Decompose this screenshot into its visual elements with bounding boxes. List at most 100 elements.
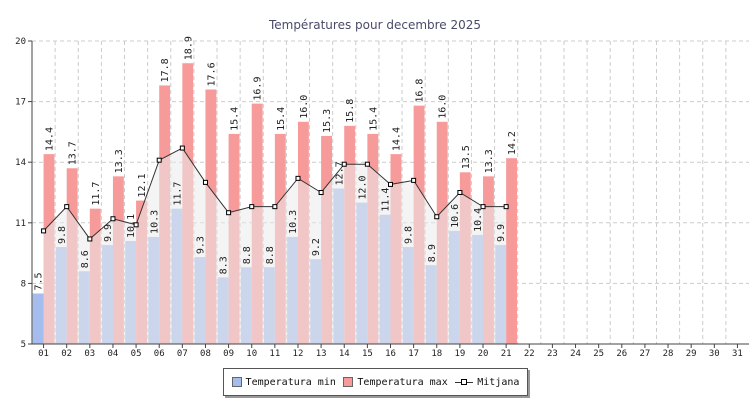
- y-axis-ticks: 5 8 11 14 17 20: [15, 37, 32, 350]
- max-bar-label: 13.7: [68, 141, 79, 165]
- legend-item-min: Temperatura min: [231, 376, 336, 388]
- min-bar-label: 8.8: [242, 246, 253, 264]
- mean-point: [64, 204, 70, 210]
- min-bar-label: 10.3: [288, 210, 299, 234]
- x-tick-label: 22: [524, 349, 535, 359]
- x-tick-label: 26: [616, 349, 627, 359]
- chart-title: Températures pour decembre 2025: [268, 18, 481, 32]
- mean-area: [43, 148, 507, 344]
- mean-point: [156, 157, 162, 163]
- max-bar-label: 16.8: [415, 79, 426, 103]
- x-tick-label: 10: [246, 349, 257, 359]
- max-bar-label: 13.3: [484, 149, 495, 173]
- mean-point: [179, 145, 185, 151]
- min-bar-label: 10.4: [473, 208, 484, 232]
- x-tick-label: 31: [732, 349, 743, 359]
- min-bar-label: 10.1: [126, 214, 137, 238]
- min-bar-label: 12.0: [357, 176, 368, 200]
- min-bar-label: 9.8: [404, 226, 415, 244]
- min-bar-label: 8.8: [265, 246, 276, 264]
- mean-point: [341, 161, 347, 167]
- max-bar-label: 13.5: [461, 145, 472, 169]
- min-bar-label: 11.4: [381, 188, 392, 212]
- mean-point: [295, 175, 301, 181]
- min-bar-label: 9.9: [496, 224, 507, 242]
- max-bar-label: 15.4: [276, 107, 287, 131]
- min-bar-label: 9.3: [196, 236, 207, 254]
- mean-point: [480, 204, 486, 210]
- x-tick-label: 07: [177, 349, 188, 359]
- max-bar: [506, 158, 518, 344]
- max-bar-label: 15.4: [230, 107, 241, 131]
- legend-label-min: Temperatura min: [245, 376, 336, 388]
- min-bar-label: 10.6: [450, 204, 461, 228]
- y-tick-label: 17: [15, 98, 26, 108]
- min-bar: [32, 293, 44, 344]
- max-bar-label: 16.0: [299, 95, 310, 119]
- min-bar-label: 9.9: [103, 224, 114, 242]
- x-tick-label: 06: [154, 349, 165, 359]
- x-tick-label: 08: [200, 349, 211, 359]
- min-bar-label: 11.7: [172, 182, 183, 206]
- x-tick-label: 28: [663, 349, 674, 359]
- x-axis-ticks: 01 02 03 04 05 06 07 08 09 10 11 12 13 14 15 16 17 18 19 20…: [38, 344, 743, 359]
- min-bar-label: 10.3: [149, 210, 160, 234]
- y-tick-label: 8: [21, 279, 26, 289]
- data-labels: 7.5 14.4 9.8 13.7 8.6 11.7 9.9 13.3 10.1 12.1 10.3…: [34, 36, 518, 290]
- mean-point: [249, 204, 255, 210]
- max-bar-label: 12.1: [137, 173, 148, 197]
- mean-point: [272, 204, 278, 210]
- mean-point: [87, 236, 93, 242]
- legend-item-mean: Mitjana: [455, 377, 519, 388]
- x-tick-label: 18: [431, 349, 442, 359]
- x-tick-label: 04: [108, 349, 119, 359]
- legend-item-max: Temperatura max: [343, 376, 448, 388]
- max-bar-label: 15.8: [345, 99, 356, 123]
- legend-swatch-min: [231, 377, 242, 387]
- min-bar-label: 7.5: [34, 272, 45, 290]
- legend-swatch-mean: [455, 377, 474, 387]
- max-bar-label: 14.2: [507, 131, 518, 155]
- mean-point: [457, 190, 463, 195]
- mean-point: [41, 228, 47, 234]
- min-bar-label: 9.2: [311, 238, 322, 256]
- x-tick-label: 24: [570, 349, 581, 359]
- y-tick-label: 14: [15, 158, 26, 168]
- mean-point: [388, 181, 393, 187]
- x-tick-label: 23: [547, 349, 558, 359]
- y-tick-label: 5: [21, 340, 26, 350]
- x-tick-label: 12: [293, 349, 304, 359]
- x-tick-label: 29: [686, 349, 697, 359]
- legend-label-max: Temperatura max: [357, 376, 448, 388]
- x-tick-label: 13: [316, 349, 327, 359]
- x-tick-label: 09: [223, 349, 234, 359]
- mean-point: [110, 216, 116, 222]
- x-tick-label: 05: [131, 349, 142, 359]
- x-tick-label: 11: [269, 349, 280, 359]
- axes: [31, 41, 749, 345]
- legend-swatch-max: [343, 377, 354, 387]
- x-tick-label: 21: [501, 349, 512, 359]
- x-tick-label: 27: [639, 349, 650, 359]
- mean-point: [411, 177, 417, 183]
- y-tick-label: 11: [15, 219, 26, 229]
- mean-point: [364, 161, 370, 167]
- mean-point: [318, 190, 324, 195]
- x-tick-label: 25: [593, 349, 604, 359]
- max-bar-label: 15.3: [322, 109, 333, 133]
- x-tick-label: 30: [709, 349, 720, 359]
- max-bar-label: 17.8: [160, 58, 171, 82]
- max-bar-label: 11.7: [91, 182, 102, 206]
- y-tick-label: 20: [15, 37, 26, 47]
- mean-series: [41, 145, 509, 344]
- min-bar-label: 8.9: [427, 244, 438, 262]
- mean-point: [226, 210, 232, 216]
- x-tick-label: 14: [339, 349, 350, 359]
- x-tick-label: 16: [385, 349, 396, 359]
- x-tick-label: 19: [454, 349, 465, 359]
- max-bar-label: 14.4: [391, 127, 402, 151]
- mean-point: [434, 214, 440, 220]
- mean-point: [202, 179, 208, 185]
- max-bar-label: 14.4: [44, 127, 55, 151]
